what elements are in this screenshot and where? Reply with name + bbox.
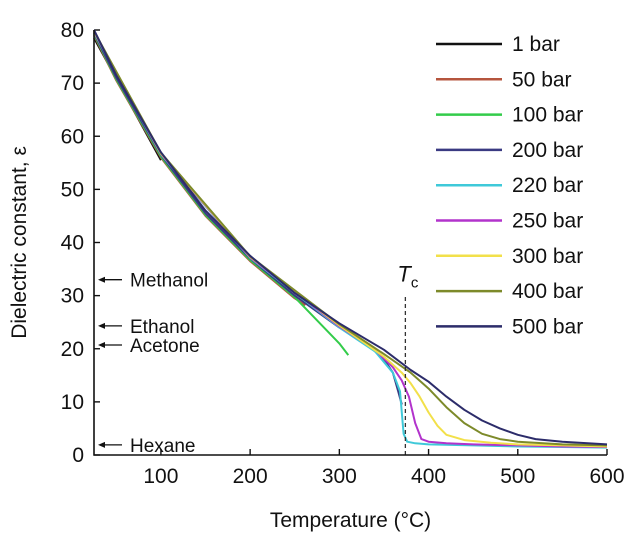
x-tick-label: 500	[500, 465, 535, 488]
y-tick-label: 40	[61, 232, 84, 255]
y-tick-label: 50	[61, 178, 84, 201]
reference-arrowhead	[98, 322, 105, 329]
series-line	[93, 32, 608, 449]
plot-frame	[93, 30, 607, 456]
y-tick-label: 20	[61, 338, 84, 361]
reference-arrowhead	[98, 441, 105, 448]
y-tick-label: 10	[61, 391, 84, 414]
reference-arrowhead	[98, 276, 105, 283]
legend-label: 300 bar	[512, 245, 583, 268]
reference-label: Acetone	[130, 336, 200, 357]
y-tick-label: 60	[61, 125, 84, 148]
legend-label: 500 bar	[512, 315, 583, 338]
x-tick-label: 100	[143, 465, 178, 488]
x-tick-label: 600	[589, 465, 624, 488]
legend-label: 1 bar	[512, 33, 560, 56]
legend-label: 100 bar	[512, 104, 583, 127]
legend-label: 200 bar	[512, 139, 583, 162]
series-line	[93, 34, 306, 307]
series-line	[93, 29, 608, 446]
reference-label: Ethanol	[130, 317, 194, 338]
x-tick-label: 400	[411, 465, 446, 488]
reference-arrowhead	[98, 342, 105, 349]
legend: 1 bar 50 bar 100 bar 200 bar 220 bar 250 bar 3…	[436, 33, 583, 338]
y-tick-label: 70	[61, 72, 84, 95]
legend-label: 220 bar	[512, 174, 583, 197]
series-line	[93, 30, 608, 447]
series-line	[93, 31, 608, 448]
axis-ticks: 100 200 300 400 500 600 0 10 20 30 40 50 60 70 80	[61, 19, 625, 488]
series-line	[93, 31, 608, 448]
legend-label: 50 bar	[512, 68, 572, 91]
x-axis-title: Temperature (°C)	[270, 509, 431, 532]
data-series	[93, 29, 608, 449]
tc-label: Tc	[397, 262, 418, 292]
y-tick-label: 30	[61, 285, 84, 308]
x-tick-label: 300	[322, 465, 357, 488]
legend-label: 250 bar	[512, 210, 583, 233]
reference-label: Hexane	[130, 436, 196, 457]
y-tick-label: 0	[72, 444, 84, 467]
x-tick-label: 200	[233, 465, 268, 488]
legend-label: 400 bar	[512, 280, 583, 303]
y-tick-label: 80	[61, 19, 84, 42]
reference-label: Methanol	[130, 271, 208, 292]
y-axis-title: Dielectric constant, ε	[8, 146, 31, 339]
